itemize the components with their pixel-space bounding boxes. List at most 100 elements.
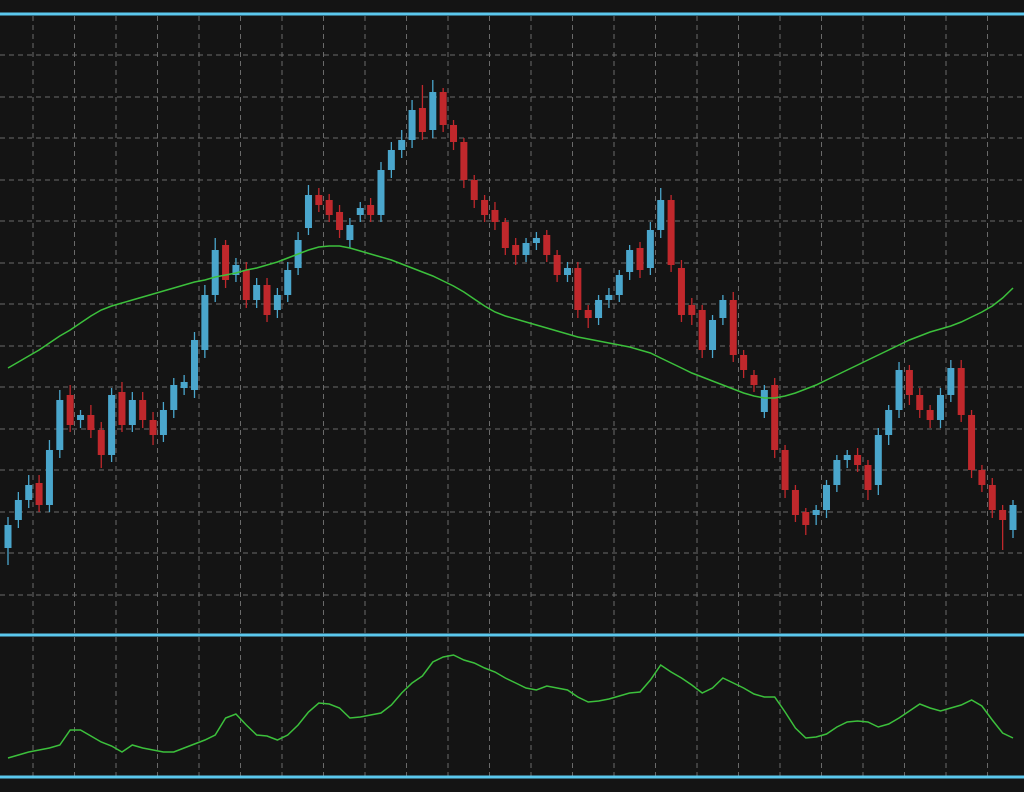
candle-body [66,395,74,425]
candle-body [740,355,748,370]
candle-body [273,295,281,310]
candle-body [439,92,447,125]
candle-body [491,210,499,222]
candle-body [574,268,582,310]
candle-body [802,512,810,525]
candle-body [926,410,934,420]
candle-body [563,268,571,275]
candle-body [895,370,903,410]
candle-body [512,245,520,255]
candle-body [470,180,478,200]
candle-body [232,265,240,275]
candle-body [418,108,426,132]
candle-body [336,212,344,230]
candle-body [667,200,675,265]
candle-body [356,208,364,215]
candle-body [429,92,437,130]
candle-body [253,285,261,300]
candle-body [916,395,924,410]
candle-body [263,285,271,315]
candle-body [450,125,458,142]
candle-body [968,415,976,470]
candle-body [149,420,157,435]
candle-body [791,490,799,515]
candle-body [677,268,685,315]
candle-body [77,415,85,420]
candle-body [398,140,406,150]
candle-body [25,485,33,500]
line-series [7,245,1014,399]
candle-body [709,320,717,350]
candle-body [532,238,540,243]
candle-body [553,255,561,275]
candle-body [159,410,167,435]
candle-body [180,382,188,388]
candle-body [97,430,105,455]
candle-body [978,470,986,485]
candle-body [605,295,613,300]
candle-body [905,370,913,395]
candle-body [885,410,893,435]
candle-body [999,510,1007,520]
candle-body [957,368,965,415]
candle-body [522,243,530,255]
candle-body [543,235,551,255]
candle-body [346,225,354,240]
candle-body [595,300,603,318]
candle-body [170,385,178,410]
candle-body [781,450,789,490]
candle-body [139,400,147,420]
candle-body [108,395,116,455]
candle-body [35,483,43,505]
candle-body [325,200,333,215]
candle-body [4,525,12,548]
candle-body [222,245,230,280]
candle-body [481,200,489,215]
candle-body [460,142,468,180]
candle-body [688,305,696,315]
candle-body [501,222,509,248]
line-series [7,654,1014,759]
candle-body [128,400,136,425]
vertical-grid [32,16,988,776]
candle-body [45,450,53,505]
candle-body [760,390,768,412]
candle-body [854,455,862,465]
candle-body [242,270,250,300]
candle-body [626,250,634,272]
candle-body [719,300,727,318]
candle-body [304,195,312,228]
candle-body [698,310,706,350]
candle-body [284,270,292,295]
candle-body [646,230,654,268]
price-panel [0,54,1024,596]
indicator-panel [7,654,1014,759]
candle-body [636,248,644,270]
candle-body [367,205,375,215]
candle-body [387,150,395,170]
candle-body [615,275,623,295]
candle-body [14,500,22,520]
candle-body [211,250,219,295]
candle-body [584,310,592,318]
candle-body [843,455,851,460]
candle-body [988,485,996,510]
candle-body [771,385,779,450]
candle-body [201,295,209,350]
candle-body [864,465,872,490]
candle-body [87,415,95,430]
candle-body [408,110,416,140]
candle-body [315,195,323,205]
candle-body [750,375,758,385]
candle-body [812,510,820,515]
candle-body [190,340,198,390]
candle-body [1009,505,1017,530]
candle-body [947,368,955,395]
candle-body [833,460,841,485]
candle-body [936,395,944,420]
candle-body [56,400,64,450]
candle-body [657,200,665,230]
